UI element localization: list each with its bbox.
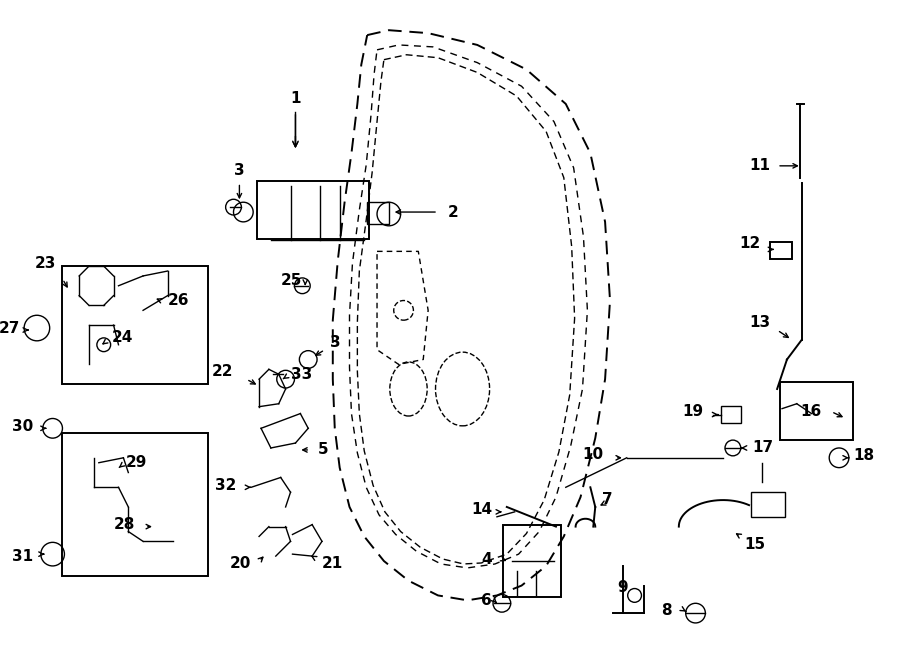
Bar [62, 433, 208, 576]
Text: 21: 21 [322, 557, 343, 572]
Bar [751, 492, 785, 517]
Text: 27: 27 [0, 321, 20, 336]
Text: 16: 16 [800, 404, 822, 419]
Text: 12: 12 [739, 236, 760, 251]
Text: 32: 32 [215, 478, 237, 493]
Text: 3: 3 [234, 163, 245, 178]
Bar [721, 406, 741, 424]
Text: 14: 14 [471, 502, 492, 518]
Text: 25: 25 [281, 274, 302, 288]
Text: 26: 26 [167, 293, 189, 308]
Bar [62, 266, 208, 384]
Text: 29: 29 [125, 455, 147, 470]
Text: 19: 19 [682, 404, 704, 419]
Text: 2: 2 [448, 204, 459, 219]
Text: 17: 17 [752, 440, 774, 455]
Text: 5: 5 [318, 442, 328, 457]
Text: 31: 31 [12, 549, 33, 564]
Text: 11: 11 [749, 159, 770, 173]
Text: 3: 3 [329, 335, 340, 350]
Text: 6: 6 [482, 593, 492, 608]
Text: 30: 30 [12, 419, 33, 434]
Text: 18: 18 [853, 448, 874, 463]
Text: 22: 22 [212, 364, 233, 379]
Text: 23: 23 [35, 256, 57, 270]
Text: 33: 33 [291, 367, 311, 382]
Bar [770, 241, 792, 259]
Text: 24: 24 [112, 330, 133, 346]
Text: 9: 9 [617, 580, 628, 595]
Text: 20: 20 [230, 557, 251, 572]
Text: 28: 28 [113, 517, 135, 532]
Text: 8: 8 [662, 603, 672, 617]
Text: 10: 10 [582, 447, 603, 462]
Text: 4: 4 [482, 551, 492, 566]
Text: 7: 7 [602, 492, 613, 506]
Text: 1: 1 [290, 91, 301, 106]
Bar [367, 202, 389, 224]
Text: 13: 13 [749, 315, 770, 330]
Text: 15: 15 [744, 537, 766, 552]
